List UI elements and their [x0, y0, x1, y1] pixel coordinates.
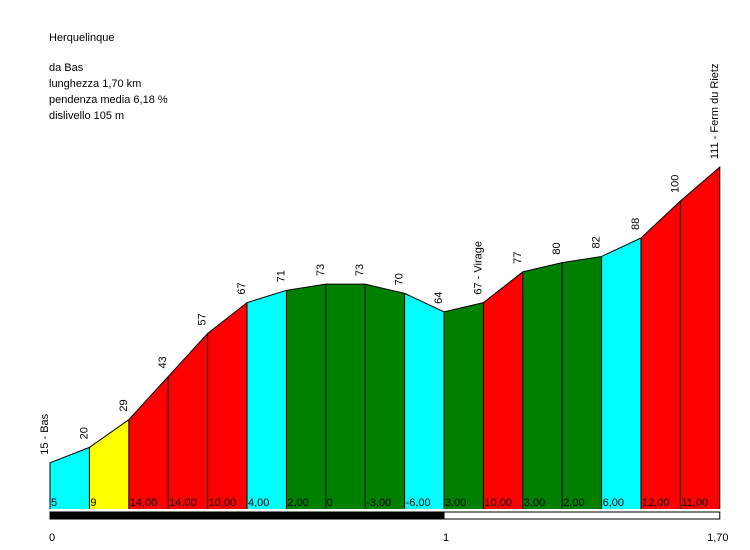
profile-info: Herquelinque da Bas lunghezza 1,70 km pe… [49, 30, 168, 124]
profile-segment [680, 167, 720, 509]
altitude-label: 64 [433, 292, 445, 304]
grade-label: 2,00 [287, 497, 308, 509]
profile-segment [562, 256, 602, 509]
altitude-label: 82 [591, 236, 603, 248]
profile-segment [404, 293, 444, 509]
grade-labels: 5 9 14,00 14,00 10,00 4,00 2,00 0 -3,00 -6,00 3,00… [51, 497, 708, 509]
altitude-label: 80 [551, 242, 563, 254]
x-tick-label: 1,70 [707, 532, 728, 544]
altitude-label: 70 [394, 273, 406, 285]
profile-segment [168, 333, 208, 509]
altitude-label: 15 - Bas [39, 413, 51, 454]
profile-segment [128, 376, 169, 509]
altitude-label: 67 [236, 282, 248, 294]
scale-bar-block [49, 511, 445, 520]
profile-segments [49, 166, 721, 509]
profile-segment [522, 262, 563, 509]
altitude-label: 77 [512, 252, 524, 264]
grade-label: 3,00 [524, 497, 545, 509]
altitude-label: 67 - Virage [472, 241, 484, 295]
profile-segment [365, 284, 405, 509]
climb-length: lunghezza 1,70 km [49, 78, 142, 90]
altitude-label: 71 [275, 270, 287, 282]
grade-label: -3,00 [366, 497, 391, 509]
scale-bar-block [443, 511, 721, 520]
grade-label: 9 [90, 497, 96, 509]
altitude-label: 88 [630, 218, 642, 230]
grade-label: 3,00 [445, 497, 466, 509]
altitude-label: 111 - Ferm du Rietz [709, 64, 721, 160]
profile-segment [89, 419, 129, 509]
start-location: da Bas [49, 62, 84, 74]
grade-label: -6,00 [406, 497, 431, 509]
profile-segment [601, 237, 641, 509]
grade-label: 4,00 [248, 497, 269, 509]
grade-label: 6,00 [603, 497, 624, 509]
profile-segment [641, 201, 681, 509]
altitude-label: 57 [197, 313, 209, 325]
grade-label: 2,00 [563, 497, 584, 509]
profile-outline [49, 166, 721, 509]
x-tick-label: 1 [443, 532, 449, 544]
grade-label: 11,00 [681, 497, 708, 509]
distance-scale: 0 1 1,70 [49, 511, 729, 544]
profile-segment [325, 284, 366, 509]
altitude-label: 43 [157, 356, 169, 368]
grade-label: 10,00 [209, 497, 237, 509]
profile-segment [444, 302, 484, 509]
profile-segment [483, 271, 523, 509]
altitude-label: 29 [118, 399, 130, 411]
grade-label: 10,00 [484, 497, 512, 509]
average-grade: pendenza media 6,18 % [49, 94, 168, 106]
profile-segment [286, 284, 326, 509]
grade-label: 14,00 [130, 497, 158, 509]
grade-label: 0 [327, 497, 333, 509]
altitude-label: 73 [315, 264, 327, 276]
x-tick-label: 0 [49, 532, 55, 544]
grade-label: 14,00 [169, 497, 197, 509]
climb-title: Herquelinque [49, 32, 115, 44]
grade-label: 12,00 [642, 497, 670, 509]
altitude-label: 100 [669, 175, 681, 193]
profile-segment [207, 302, 247, 509]
grade-label: 5 [51, 497, 57, 509]
profile-segment [247, 290, 287, 509]
profile-segment [50, 447, 90, 509]
elevation-gain: dislivello 105 m [49, 110, 125, 122]
altitude-label: 73 [354, 264, 366, 276]
altitude-label: 20 [78, 427, 90, 439]
altitude-labels: 15 - Bas 20 29 43 57 67 71 73 73 70 64 67 - Virage 7… [39, 64, 721, 455]
